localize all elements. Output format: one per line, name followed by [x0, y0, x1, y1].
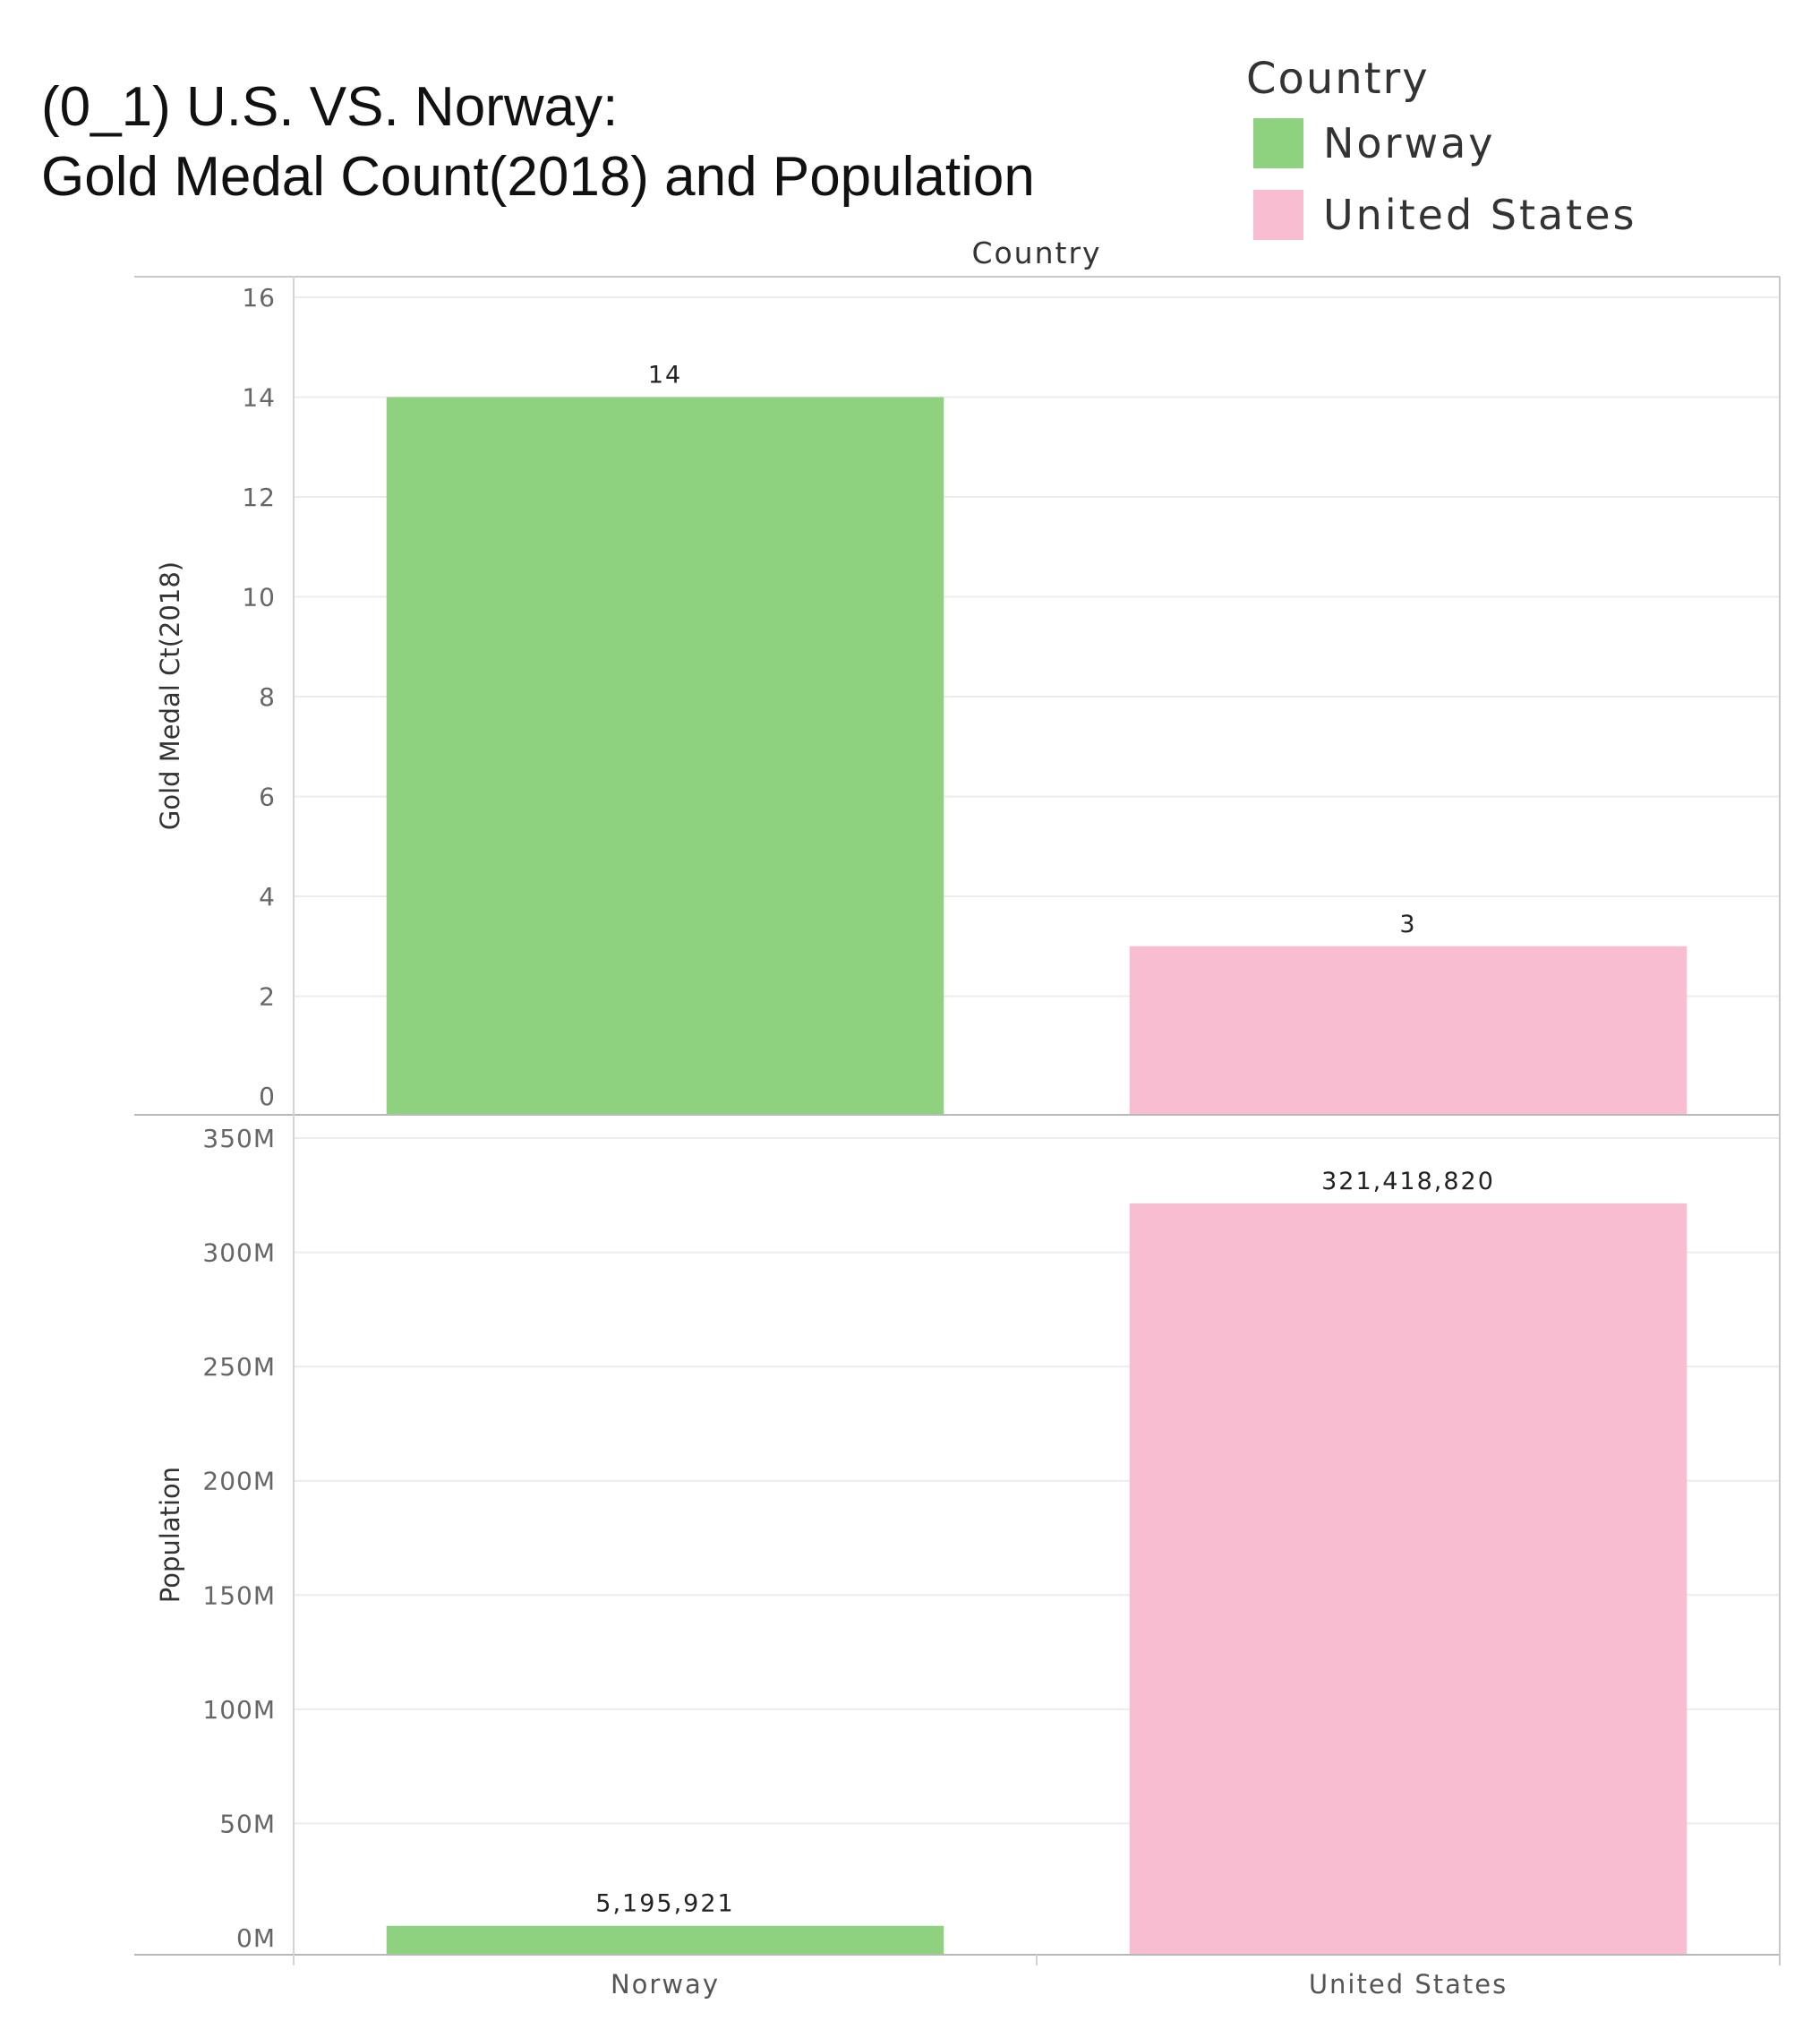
y-tick-label: 4	[259, 882, 276, 912]
y-tick-label: 8	[259, 682, 276, 712]
y-tick-label: 2	[259, 982, 276, 1012]
y-tick-label: 10	[242, 583, 276, 612]
y-axis-title: Gold Medal Ct(2018)	[155, 561, 185, 830]
y-tick-label: 12	[242, 483, 276, 512]
bar-united-states-panel-1	[1129, 946, 1688, 1115]
y-axis-title: Population	[155, 1467, 185, 1603]
legend-swatch-norway	[1253, 118, 1303, 168]
legend-title: Country	[1246, 54, 1430, 104]
bar-norway-panel-2	[386, 1925, 944, 1955]
y-tick-label: 16	[242, 283, 276, 313]
data-label: 3	[1399, 911, 1416, 938]
column-header: Country	[971, 235, 1101, 270]
legend-item-norway: Norway	[1253, 118, 1496, 168]
y-tick-label: 6	[259, 783, 276, 812]
legend-label-norway: Norway	[1323, 119, 1496, 167]
data-label: 14	[648, 362, 682, 390]
chart-title: (0_1) U.S. VS. Norway:	[41, 76, 619, 138]
legend-swatch-united-states	[1253, 190, 1303, 240]
data-label: 321,418,820	[1321, 1168, 1495, 1195]
y-tick-label: 14	[242, 383, 276, 413]
data-label: 5,195,921	[595, 1890, 734, 1918]
legend-label-united-states: United States	[1323, 191, 1637, 239]
y-tick-label: 0M	[236, 1923, 276, 1953]
y-tick-label: 50M	[219, 1809, 276, 1838]
y-tick-label: 0	[259, 1082, 276, 1111]
y-tick-label: 250M	[202, 1352, 276, 1382]
chart-subtitle: Gold Medal Count(2018) and Population	[41, 146, 1035, 208]
bar-norway-panel-1	[386, 397, 944, 1115]
y-tick-label: 200M	[202, 1467, 276, 1496]
x-tick-label: Norway	[611, 1969, 720, 1999]
bar-united-states-panel-2	[1129, 1203, 1688, 1955]
y-tick-label: 100M	[202, 1695, 276, 1725]
y-tick-label: 350M	[202, 1124, 276, 1153]
y-tick-label: 150M	[202, 1580, 276, 1610]
y-tick-label: 300M	[202, 1238, 276, 1268]
x-tick-label: United States	[1309, 1969, 1508, 1999]
legend-item-united-states: United States	[1253, 190, 1637, 240]
